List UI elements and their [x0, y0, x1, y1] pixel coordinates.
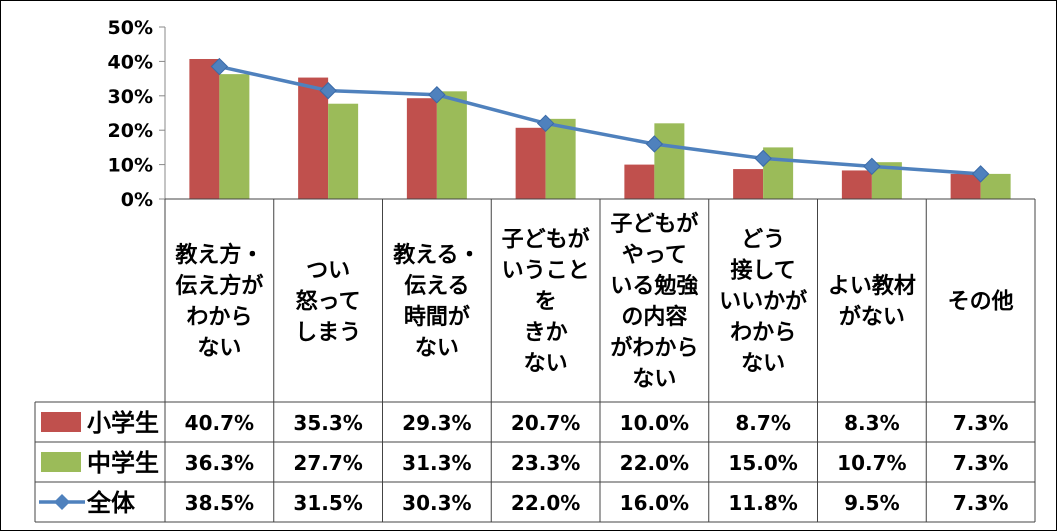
line-point-marker: [319, 81, 337, 100]
category-label: 子どもがやっている勉強の内容がわからない: [610, 211, 698, 392]
data-label: 23.3%: [511, 451, 580, 475]
bar-elementary: [624, 164, 655, 199]
data-label: 16.0%: [620, 491, 689, 515]
line-series: [210, 57, 990, 183]
data-table: 小学生 40.7% 35.3% 29.3% 20.7% 10.0% 8.7% 8.3% 7.3%…: [34, 198, 1036, 523]
data-label: 7.3%: [953, 491, 1008, 515]
line-point-marker: [863, 157, 881, 176]
data-label: 15.0%: [728, 451, 797, 475]
data-label: 11.8%: [728, 491, 797, 515]
line-point-marker: [645, 135, 664, 153]
line-point-marker: [428, 86, 446, 104]
category-label: 教え方・伝え方がわからない: [175, 242, 263, 361]
legend-key-junior-high: [41, 452, 81, 472]
line-point-marker: [536, 114, 555, 133]
category-labels: 教え方・伝え方がわからないつい怒ってしまう教える・伝える時間がない子どもがいうこ…: [175, 211, 1013, 392]
y-tick-label: 50%: [108, 17, 153, 39]
data-label: 7.3%: [953, 451, 1008, 475]
data-label: 22.0%: [511, 491, 580, 515]
data-label: 31.5%: [293, 491, 362, 515]
data-label: 10.0%: [620, 411, 689, 435]
y-tick-label: 20%: [108, 120, 153, 142]
series-name: 中学生: [87, 449, 159, 477]
bar-junior-high: [545, 118, 576, 199]
bar-junior-high: [219, 74, 250, 199]
bar-junior-high: [436, 91, 467, 199]
category-label: どう接していいかがわからない: [719, 228, 807, 377]
y-tick-label: 10%: [108, 155, 153, 177]
y-tick-label: 30%: [108, 86, 153, 108]
bar-elementary: [298, 77, 329, 199]
legend-key-elementary: [41, 412, 81, 432]
category-label: 教える・伝える時間がない: [393, 242, 480, 361]
line-point-marker: [754, 149, 772, 168]
data-label: 30.3%: [402, 491, 471, 515]
y-tick-label: 0%: [121, 189, 153, 211]
series-name: 小学生: [87, 409, 159, 437]
data-label: 40.7%: [185, 411, 254, 435]
category-label: その他: [948, 290, 1014, 315]
data-label: 8.3%: [844, 411, 899, 435]
bar-elementary: [841, 170, 872, 199]
bar-elementary: [189, 58, 220, 199]
bar-junior-high: [328, 103, 359, 199]
bar-elementary: [406, 98, 437, 199]
data-label: 22.0%: [620, 451, 689, 475]
data-label: 27.7%: [293, 451, 362, 475]
line-point-marker: [971, 165, 990, 183]
y-tick-label: 40%: [108, 51, 153, 73]
category-label: 子どもがいうことをきかない: [502, 227, 590, 377]
legend-key-overall-marker: [54, 494, 70, 510]
data-label: 10.7%: [837, 451, 906, 475]
data-label: 38.5%: [185, 491, 254, 515]
bar-elementary: [733, 169, 764, 199]
category-label: よい教材がない: [828, 273, 916, 330]
bar-elementary: [950, 173, 981, 199]
data-label: 8.7%: [735, 411, 790, 435]
category-label: つい怒ってしまう: [295, 259, 361, 346]
data-label: 7.3%: [953, 411, 1008, 435]
bar-series: [189, 58, 1011, 199]
data-label: 31.3%: [402, 451, 471, 475]
data-label: 36.3%: [185, 451, 254, 475]
data-label: 9.5%: [844, 491, 899, 515]
bar-elementary: [515, 127, 546, 199]
data-label: 29.3%: [402, 411, 471, 435]
overall-line: [218, 64, 981, 176]
data-label: 20.7%: [511, 411, 580, 435]
bar-junior-high: [980, 173, 1011, 199]
y-axis: 0% 10% 20% 30% 40% 50%: [108, 17, 166, 211]
bar-junior-high: [654, 123, 685, 199]
line-point-marker: [210, 57, 229, 76]
data-label: 35.3%: [293, 411, 362, 435]
series-name: 全体: [86, 489, 136, 517]
